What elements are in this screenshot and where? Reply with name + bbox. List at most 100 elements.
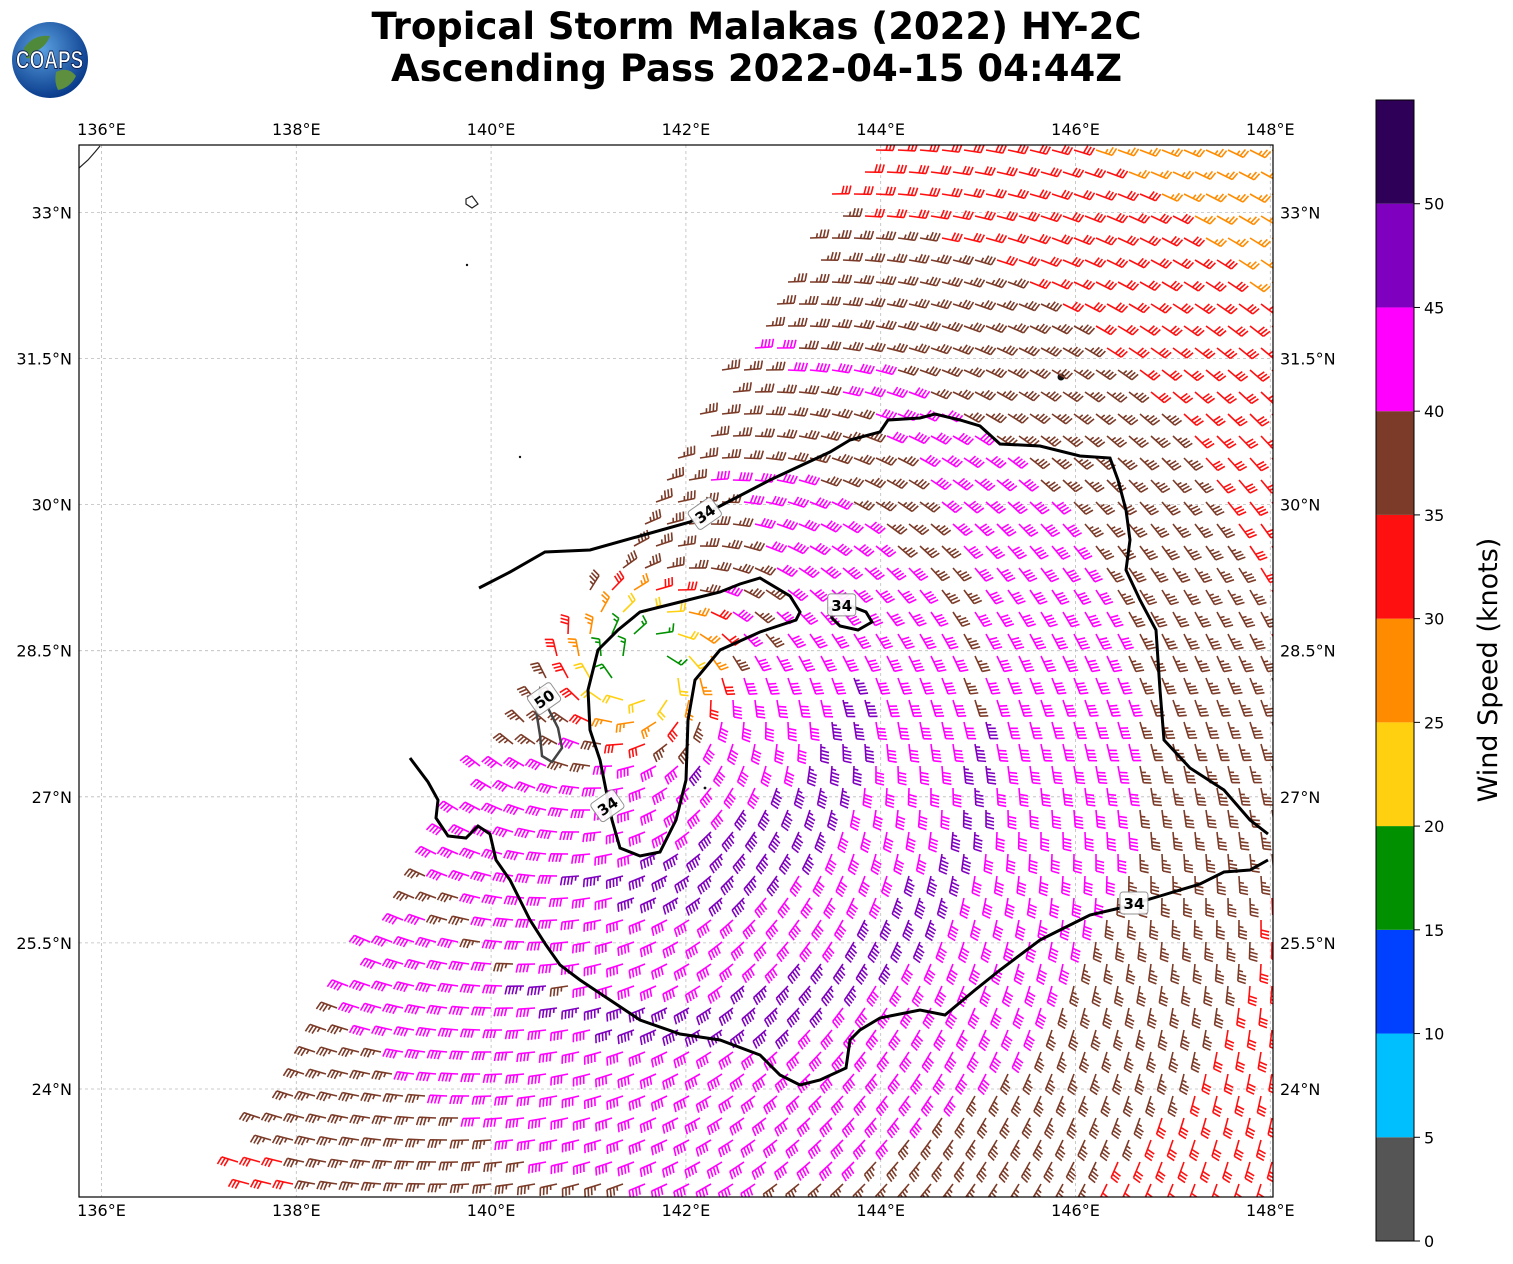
- colorbar-tick-label: 0: [1424, 1232, 1434, 1251]
- wind-barb: [787, 362, 809, 372]
- wind-barb: [1271, 545, 1273, 549]
- wind-barb: [1029, 145, 1052, 155]
- wind-barb: [1194, 258, 1216, 270]
- wind-barb: [886, 164, 908, 174]
- wind-barb: [930, 343, 953, 355]
- wind-barb: [1095, 190, 1118, 201]
- wind-barb: [853, 274, 875, 285]
- wind-barb: [1007, 188, 1030, 200]
- wind-barb: [787, 273, 808, 283]
- wind-barb: [1040, 256, 1063, 267]
- wind-barb: [1281, 1008, 1289, 1028]
- wind-barb: [1139, 190, 1162, 202]
- lon-tick-label-bottom: 136°E: [77, 1201, 126, 1220]
- wind-barb: [864, 164, 885, 174]
- island-outline: [465, 195, 479, 209]
- wind-barb: [1018, 256, 1041, 267]
- wind-barb: [1183, 193, 1206, 203]
- colorbar-bin: [1376, 307, 1414, 412]
- wind-barb: [1095, 324, 1118, 336]
- wind-barb: [1106, 212, 1129, 224]
- wind-barb: [1194, 170, 1217, 180]
- wind-barb: [941, 187, 963, 198]
- wind-barb: [908, 298, 931, 309]
- wind-barb: [908, 209, 930, 220]
- wind-barb: [842, 252, 864, 262]
- wind-barb: [1271, 193, 1273, 196]
- wind-barb: [1128, 257, 1151, 269]
- wind-barb: [1216, 258, 1238, 270]
- wind-barb: [1007, 145, 1029, 155]
- wind-barb: [864, 252, 886, 263]
- wind-barb: [1161, 325, 1183, 337]
- wind-barb: [1283, 172, 1303, 180]
- wind-barb: [1040, 167, 1063, 178]
- lon-tick-label-top: 138°E: [272, 120, 321, 139]
- wind-barb: [897, 320, 920, 331]
- wind-barb: [1073, 190, 1096, 201]
- wind-barb: [1073, 145, 1096, 156]
- wind-barb: [1283, 832, 1294, 850]
- wind-barb: [1084, 212, 1107, 223]
- wind-barb: [1051, 279, 1074, 290]
- wind-barb: [1172, 170, 1195, 180]
- wind-barb: [1238, 347, 1260, 360]
- wind-barb: [1227, 281, 1249, 293]
- lat-tick-label-right: 25.5°N: [1280, 934, 1336, 953]
- wind-barb: [1194, 303, 1216, 315]
- wind-barb: [809, 318, 831, 328]
- wind-barb: [820, 341, 842, 351]
- contour-label-text: 34: [831, 597, 852, 615]
- wind-barb: [1106, 302, 1129, 313]
- colorbar-tick-label: 20: [1424, 817, 1444, 836]
- lon-tick-label-bottom: 148°E: [1246, 1201, 1295, 1220]
- wind-barb: [875, 320, 897, 331]
- wind-barb: [765, 316, 786, 327]
- wind-barb: [985, 145, 1007, 154]
- wind-barb: [1271, 281, 1273, 284]
- wind-barb: [1271, 721, 1273, 728]
- title-line-1: Tropical Storm Malakas (2022) HY-2C: [371, 5, 1142, 48]
- wind-barb: [1139, 235, 1162, 247]
- wind-barb: [1183, 148, 1206, 158]
- wind-barb: [1227, 193, 1250, 203]
- wind-barb: [1279, 1140, 1288, 1160]
- wind-barb: [1282, 964, 1290, 983]
- wind-barb: [1139, 280, 1162, 292]
- wind-barb: [1117, 235, 1140, 246]
- wind-barb: [1283, 392, 1302, 404]
- wind-barb: [1238, 215, 1261, 226]
- wind-barb: [1271, 149, 1273, 152]
- wind-barb: [930, 209, 952, 220]
- wind-barb: [1062, 301, 1085, 313]
- wind-barb: [1128, 169, 1151, 180]
- wind-barb: [1268, 1029, 1273, 1049]
- wind-barb: [1280, 1052, 1289, 1072]
- wind-barb: [1117, 280, 1140, 291]
- wind-barb: [1205, 325, 1227, 337]
- wind-barb: [875, 145, 896, 152]
- wind-barb: [1161, 147, 1184, 158]
- wind-barb: [864, 208, 886, 218]
- lat-tick-label-left: 27°N: [32, 788, 72, 807]
- wind-barb: [1161, 192, 1184, 202]
- wind-barb: [776, 339, 797, 349]
- island-dot: [465, 263, 469, 267]
- wind-barb: [1018, 300, 1041, 312]
- wind-barb: [820, 251, 841, 261]
- wind-barb: [1051, 189, 1074, 200]
- wind-barb: [1128, 347, 1150, 359]
- wind-barb: [1216, 347, 1238, 360]
- contour-label-text: 34: [1124, 895, 1145, 913]
- wind-barb: [1029, 368, 1052, 380]
- wind-barb: [1161, 369, 1183, 381]
- wind-barb: [1283, 260, 1303, 270]
- wind-barb: [1073, 324, 1096, 335]
- lat-tick-label-right: 33°N: [1280, 203, 1320, 222]
- wind-barb: [1062, 212, 1085, 223]
- graticule: [79, 145, 1273, 1197]
- wind-barb: [1040, 301, 1063, 312]
- wind-barb: [1029, 278, 1052, 290]
- wind-barb: [842, 207, 863, 218]
- colorbar: 0 5 10 15 20 25 30 35 40 45 50 Wind Speed (knots): [1375, 99, 1504, 1251]
